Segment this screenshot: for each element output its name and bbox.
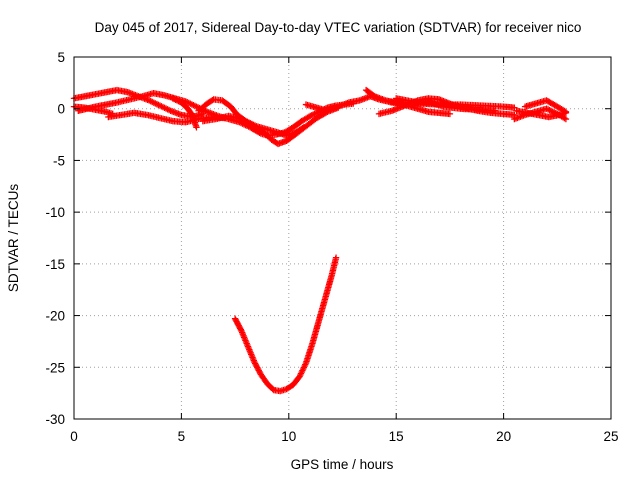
data-point xyxy=(171,95,178,103)
y-tick-label: 0 xyxy=(57,102,65,117)
x-tick-label: 20 xyxy=(496,429,511,444)
data-point xyxy=(188,110,195,117)
data-point xyxy=(307,112,314,120)
data-point xyxy=(562,115,570,123)
x-tick-label: 10 xyxy=(281,429,296,444)
data-point xyxy=(308,112,315,119)
data-point xyxy=(332,254,340,261)
data-point xyxy=(311,110,318,118)
y-tick-label: -25 xyxy=(45,360,65,375)
data-points xyxy=(70,86,570,395)
x-tick-label: 25 xyxy=(603,429,618,444)
data-series xyxy=(393,95,499,114)
data-point xyxy=(446,110,454,118)
x-tick-label: 5 xyxy=(178,429,186,444)
data-series xyxy=(169,95,200,131)
x-tick-label: 0 xyxy=(70,429,78,444)
data-point xyxy=(193,124,200,131)
y-axis-label: SDTVAR / TECUs xyxy=(6,184,21,293)
x-axis-label: GPS time / hours xyxy=(291,457,394,472)
data-series xyxy=(521,97,570,116)
plot-frame xyxy=(73,56,612,420)
y-tick-label: -15 xyxy=(45,257,65,272)
chart-title: Day 045 of 2017, Sidereal Day-to-day VTE… xyxy=(95,20,582,35)
data-point xyxy=(173,97,181,104)
data-series xyxy=(231,254,340,395)
data-point xyxy=(312,109,320,117)
data-series xyxy=(513,107,570,121)
x-tick-label: 15 xyxy=(389,429,404,444)
y-tick-label: -30 xyxy=(45,412,65,427)
grid-lines xyxy=(74,57,611,419)
axis-tick-labels: 0 5 10 15 20 25 5 0 -5 -10 -15 -20 -25 -30 xyxy=(45,50,618,444)
y-tick-label: -20 xyxy=(45,309,65,324)
data-point xyxy=(491,107,499,114)
data-point xyxy=(172,96,179,103)
data-point xyxy=(237,326,245,333)
y-tick-label: -5 xyxy=(53,153,65,168)
y-tick-label: 5 xyxy=(57,50,65,65)
data-point xyxy=(175,97,182,105)
data-point xyxy=(169,95,177,102)
y-tick-label: -10 xyxy=(45,205,65,220)
data-series xyxy=(511,105,570,123)
data-point xyxy=(309,111,317,118)
data-series xyxy=(70,86,207,121)
data-point xyxy=(561,107,568,115)
data-point xyxy=(562,108,570,116)
